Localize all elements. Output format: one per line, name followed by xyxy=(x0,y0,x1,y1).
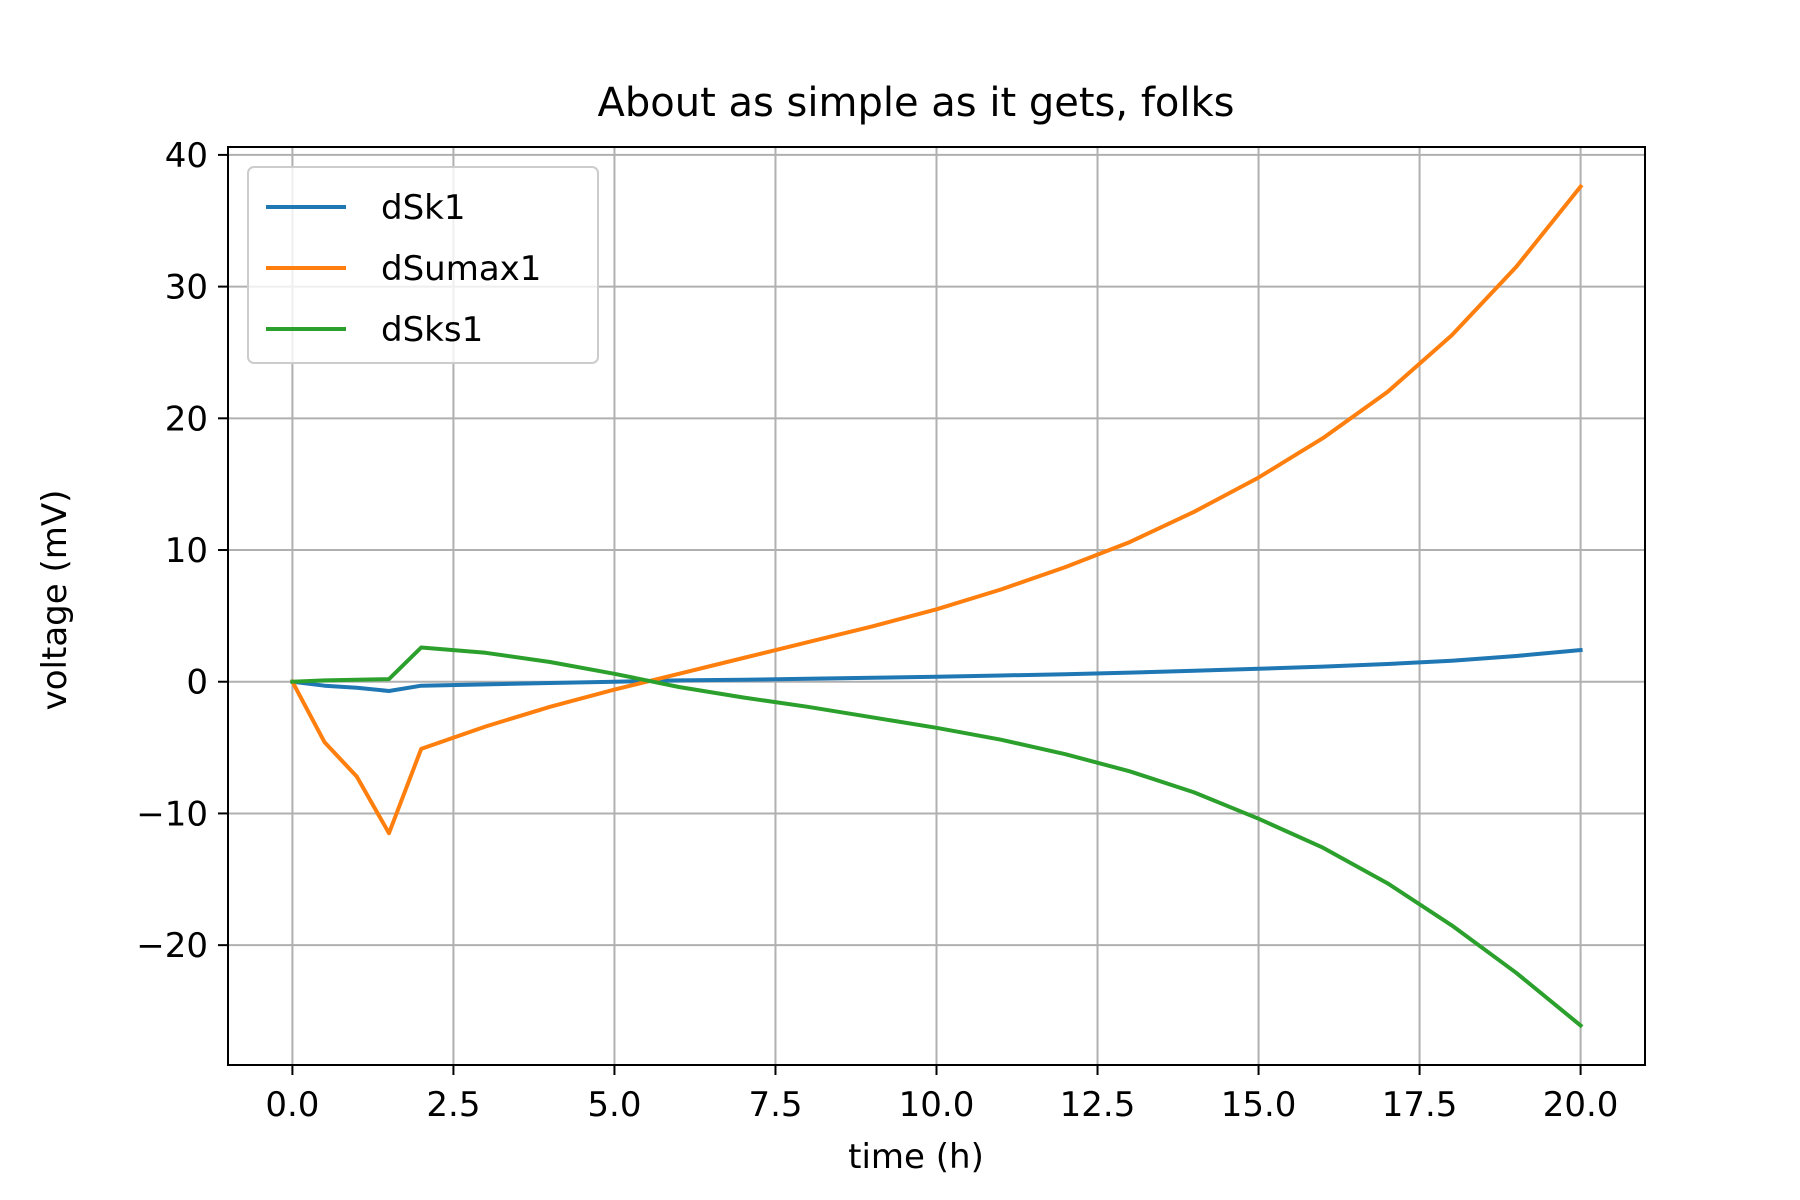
series-line-dSk1 xyxy=(290,647,1583,693)
x-tick-label: 5.0 xyxy=(587,1085,641,1125)
x-axis-label: time (h) xyxy=(848,1137,984,1177)
x-tick-label: 20.0 xyxy=(1543,1085,1619,1125)
y-axis-label: voltage (mV) xyxy=(35,490,75,711)
legend-box xyxy=(247,166,599,364)
y-tick-label: −20 xyxy=(136,926,208,966)
chart-title: About as simple as it gets, folks xyxy=(598,80,1235,126)
x-tick-label: 0.0 xyxy=(265,1085,319,1125)
y-axis-ticks: −20 −10 0 10 20 30 40 xyxy=(136,136,228,966)
x-tick-label: 7.5 xyxy=(748,1085,802,1125)
x-axis-ticks: 0.0 2.5 5.0 7.5 10.0 12.5 15.0 17.5 20.0 xyxy=(265,1065,1618,1125)
x-tick-label: 10.0 xyxy=(899,1085,975,1125)
series-lines xyxy=(289,183,1584,1029)
grid xyxy=(228,147,1645,1065)
x-tick-label: 15.0 xyxy=(1221,1085,1297,1125)
y-tick-label: 30 xyxy=(165,268,208,308)
x-tick-label: 17.5 xyxy=(1382,1085,1458,1125)
y-tick-label: −10 xyxy=(136,794,208,834)
legend-label: dSumax1 xyxy=(381,249,541,289)
series-line-dSumax1 xyxy=(289,183,1584,836)
series-line-dSks1 xyxy=(290,645,1584,1029)
x-tick-label: 12.5 xyxy=(1060,1085,1136,1125)
legend-label: dSks1 xyxy=(381,310,483,350)
x-tick-label: 2.5 xyxy=(426,1085,480,1125)
y-tick-label: 10 xyxy=(165,531,208,571)
legend-label: dSk1 xyxy=(381,188,466,228)
y-tick-label: 0 xyxy=(186,663,208,703)
legend: dSk1 dSumax1 dSks1 xyxy=(247,166,599,364)
y-tick-label: 20 xyxy=(165,399,208,439)
y-tick-label: 40 xyxy=(165,136,208,176)
